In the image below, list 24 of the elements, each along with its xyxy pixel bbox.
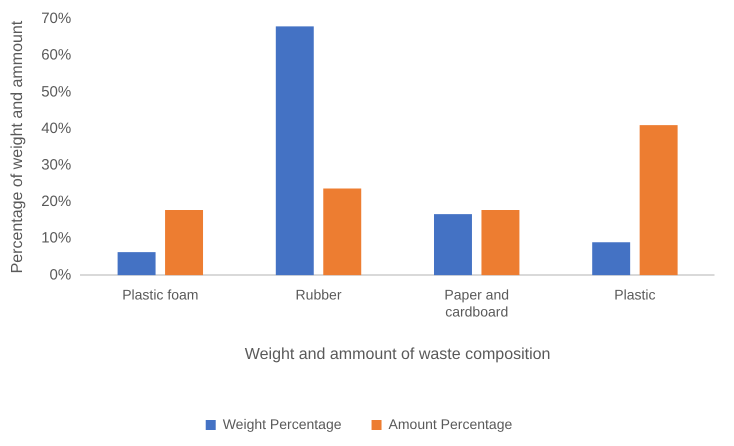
legend-label: Amount Percentage bbox=[388, 416, 512, 432]
y-tick-label: 50% bbox=[41, 83, 72, 100]
legend-label: Weight Percentage bbox=[222, 416, 342, 432]
y-axis-title: Percentage of weight and ammount bbox=[9, 20, 26, 274]
bar bbox=[323, 188, 362, 276]
bar bbox=[276, 26, 314, 276]
y-tick-label: 20% bbox=[41, 193, 72, 210]
bar bbox=[481, 210, 520, 276]
y-tick-label: 10% bbox=[41, 230, 72, 247]
bar bbox=[592, 242, 630, 276]
x-tick-label: Paper and cardboard bbox=[444, 286, 510, 320]
bar bbox=[640, 125, 678, 276]
x-tick-label: Rubber bbox=[296, 286, 342, 302]
x-axis-title: Weight and ammount of waste composition bbox=[244, 346, 550, 363]
y-tick-label: 70% bbox=[41, 10, 72, 28]
y-tick-label: 60% bbox=[41, 46, 72, 64]
y-tick-label: 30% bbox=[41, 156, 72, 174]
bar bbox=[165, 210, 204, 276]
y-tick-label: 0% bbox=[50, 266, 72, 284]
x-tick-label: Plastic foam bbox=[122, 286, 198, 302]
bar bbox=[434, 214, 472, 276]
x-tick-label: Plastic bbox=[614, 286, 656, 302]
bar bbox=[118, 252, 156, 276]
y-tick-label: 40% bbox=[41, 120, 72, 137]
